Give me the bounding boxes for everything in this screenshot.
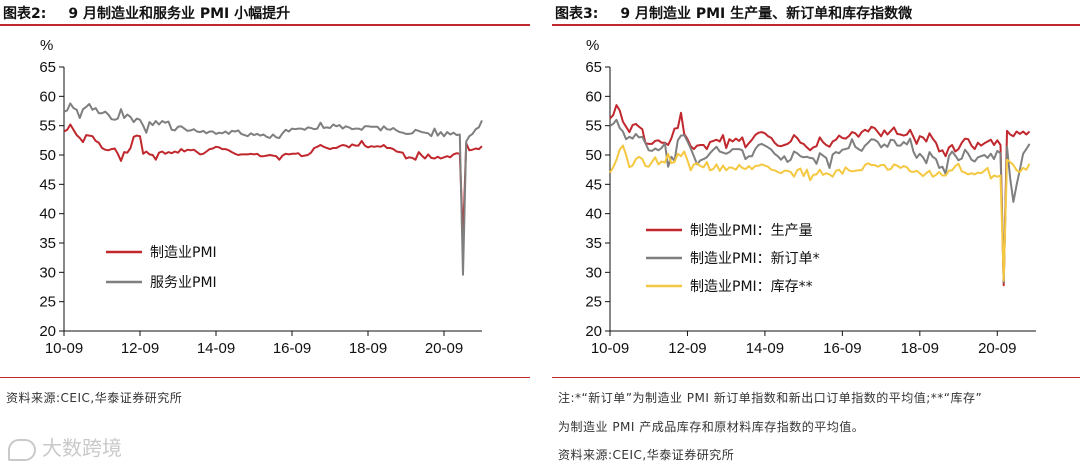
right-figure-number: 图表3: xyxy=(555,6,599,22)
series-line-2 xyxy=(63,102,483,276)
x-tick-label: 16-09 xyxy=(823,340,861,357)
y-tick-label: 25 xyxy=(39,294,56,311)
right-figure-caption: 9 月制造业 PMI 生产量、新订单和库存指数微 xyxy=(620,6,913,22)
right-title-rule xyxy=(552,24,1080,26)
legend-label-1: 制造业PMI：生产量 xyxy=(690,223,813,239)
left-figure-number: 图表2: xyxy=(3,6,47,22)
watermark: 大数跨境 xyxy=(8,432,122,461)
x-tick-label: 14-09 xyxy=(746,340,784,357)
x-tick-label: 18-09 xyxy=(349,340,387,357)
series-line-3 xyxy=(609,144,1031,282)
y-tick-label: 60 xyxy=(39,88,56,105)
y-tick-label: 60 xyxy=(585,88,602,105)
y-tick-label: 35 xyxy=(585,235,602,252)
series-line-2 xyxy=(609,118,1031,284)
left-source-note: 资料来源:CEIC,华泰证券研究所 xyxy=(6,391,183,405)
x-tick-label: 14-09 xyxy=(197,340,235,357)
x-tick-label: 12-09 xyxy=(121,340,159,357)
x-tick-label: 12-09 xyxy=(668,340,706,357)
y-tick-label: 30 xyxy=(39,264,56,281)
y-tick-label: 40 xyxy=(585,206,602,223)
right-source-rule xyxy=(552,377,1080,378)
y-unit-label: % xyxy=(586,37,599,54)
y-tick-label: 50 xyxy=(585,147,602,164)
y-tick-label: 45 xyxy=(39,176,56,193)
right-source-note: 资料来源:CEIC,华泰证券研究所 xyxy=(558,448,735,462)
x-tick-label: 16-09 xyxy=(273,340,311,357)
x-tick-label: 18-09 xyxy=(901,340,939,357)
x-tick-label: 20-09 xyxy=(978,340,1016,357)
y-tick-label: 55 xyxy=(39,118,56,135)
left-figure-title: 图表2: 9 月制造业和服务业 PMI 小幅提升 xyxy=(3,3,290,23)
legend-label-2: 制造业PMI：新订单* xyxy=(690,251,820,267)
y-tick-label: 20 xyxy=(585,323,602,340)
y-tick-label: 20 xyxy=(39,323,56,340)
series-line-1 xyxy=(609,104,1031,287)
x-tick-label: 10-09 xyxy=(591,340,629,357)
y-tick-label: 30 xyxy=(585,264,602,281)
series-line-1 xyxy=(63,123,483,240)
left-source-rule xyxy=(0,377,530,378)
left-line-chart: % 20 25 30 35 40 45 50 55 60 65 10-09 12-09 14-09 16-0… xyxy=(39,37,483,357)
y-tick-label: 55 xyxy=(585,118,602,135)
watermark-logo-icon xyxy=(8,438,36,461)
y-tick-label: 65 xyxy=(39,59,56,76)
x-tick-label: 20-09 xyxy=(425,340,463,357)
left-title-rule xyxy=(0,24,530,26)
left-figure-caption: 9 月制造业和服务业 PMI 小幅提升 xyxy=(68,6,291,22)
y-tick-label: 25 xyxy=(585,294,602,311)
right-footnote-line-1: 注:*“新订单”为制造业 PMI 新订单指数和新出口订单指数的平均值;**“库存… xyxy=(558,391,983,405)
legend-label-1: 制造业PMI xyxy=(150,245,217,261)
y-tick-label: 40 xyxy=(39,206,56,223)
watermark-text: 大数跨境 xyxy=(42,436,122,460)
x-tick-label: 10-09 xyxy=(45,340,83,357)
legend-label-3: 制造业PMI：库存** xyxy=(690,279,813,295)
y-unit-label: % xyxy=(40,37,53,54)
y-tick-label: 35 xyxy=(39,235,56,252)
y-tick-label: 45 xyxy=(585,176,602,193)
right-figure-title: 图表3: 9 月制造业 PMI 生产量、新订单和库存指数微 xyxy=(555,3,912,23)
legend-label-2: 服务业PMI xyxy=(150,275,217,291)
y-tick-label: 65 xyxy=(585,59,602,76)
right-line-chart: % 20 25 30 35 40 45 50 55 60 65 10-09 12-09 14-09 16-0… xyxy=(585,37,1036,357)
right-footnote-line-2: 为制造业 PMI 产成品库存和原材料库存指数的平均值。 xyxy=(558,420,865,434)
y-tick-label: 50 xyxy=(39,147,56,164)
